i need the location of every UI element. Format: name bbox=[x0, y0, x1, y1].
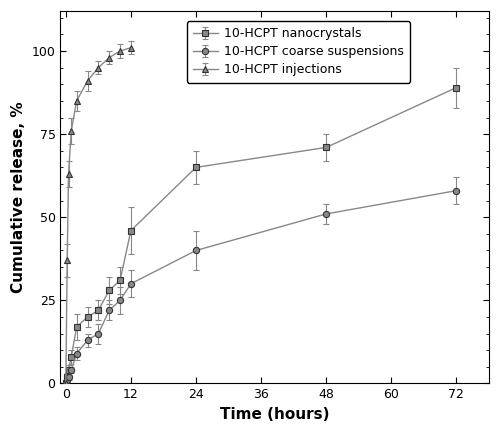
Y-axis label: Cumulative release, %: Cumulative release, % bbox=[11, 101, 26, 293]
X-axis label: Time (hours): Time (hours) bbox=[220, 407, 330, 422]
Legend: 10-HCPT nanocrystals, 10-HCPT coarse suspensions, 10-HCPT injections: 10-HCPT nanocrystals, 10-HCPT coarse sus… bbox=[186, 21, 410, 83]
